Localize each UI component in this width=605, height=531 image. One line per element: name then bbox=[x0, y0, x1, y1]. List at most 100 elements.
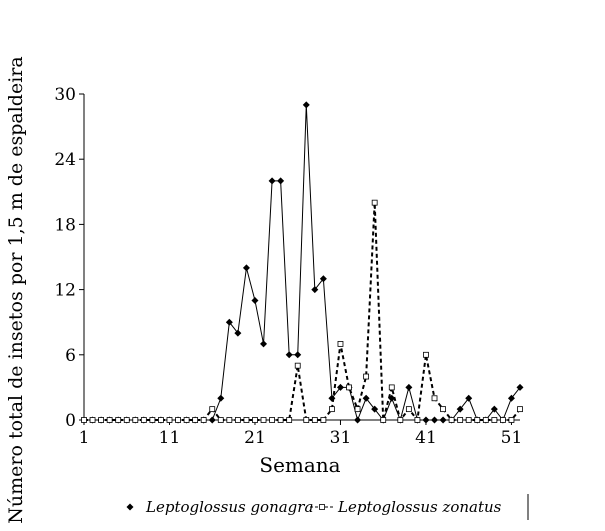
y-tick-label: 6 bbox=[65, 346, 76, 366]
data-point bbox=[192, 417, 199, 423]
data-point bbox=[346, 384, 352, 391]
data-point bbox=[397, 417, 404, 423]
data-point bbox=[166, 417, 173, 423]
data-point bbox=[311, 417, 318, 423]
series-line bbox=[84, 202, 521, 423]
x-tick-label: 21 bbox=[244, 428, 266, 448]
data-point bbox=[209, 406, 216, 413]
data-point bbox=[405, 383, 413, 391]
data-point bbox=[242, 264, 250, 272]
y-tick-label: 18 bbox=[54, 215, 76, 235]
data-point bbox=[140, 417, 147, 423]
data-point bbox=[98, 417, 104, 423]
data-point bbox=[183, 417, 190, 423]
data-point bbox=[234, 329, 242, 337]
y-tick-label: 30 bbox=[54, 85, 76, 105]
data-point bbox=[354, 406, 361, 413]
data-point bbox=[448, 417, 455, 423]
data-point bbox=[440, 406, 446, 413]
data-point bbox=[423, 351, 429, 358]
data-point bbox=[132, 417, 139, 423]
legend-marker bbox=[319, 504, 325, 510]
data-point bbox=[380, 417, 387, 423]
y-tick-label: 0 bbox=[65, 411, 76, 431]
data-point bbox=[285, 351, 293, 359]
x-tick-label: 31 bbox=[330, 428, 352, 448]
data-point bbox=[508, 417, 515, 423]
data-point bbox=[115, 417, 122, 423]
data-point bbox=[269, 417, 275, 423]
data-point bbox=[474, 417, 481, 423]
legend-item: Leptoglossus gonagra bbox=[126, 498, 313, 516]
data-point bbox=[517, 406, 523, 413]
data-point bbox=[362, 394, 370, 402]
data-point bbox=[482, 417, 489, 423]
data-point bbox=[371, 405, 379, 413]
data-point bbox=[286, 417, 293, 423]
data-point bbox=[507, 394, 515, 402]
data-point bbox=[456, 405, 464, 413]
data-point bbox=[277, 417, 284, 423]
data-point bbox=[500, 417, 506, 423]
data-point bbox=[81, 417, 87, 423]
data-point bbox=[336, 383, 344, 391]
data-point bbox=[303, 417, 310, 423]
data-point bbox=[208, 416, 216, 424]
data-point bbox=[106, 417, 113, 423]
data-point bbox=[226, 417, 233, 423]
data-point bbox=[516, 383, 524, 391]
data-point bbox=[252, 417, 258, 423]
data-point bbox=[371, 199, 378, 206]
data-point bbox=[175, 417, 181, 423]
x-tick-label: 51 bbox=[501, 428, 523, 448]
data-point bbox=[123, 417, 130, 423]
data-point bbox=[302, 101, 310, 109]
data-point bbox=[277, 177, 285, 185]
data-point bbox=[294, 362, 301, 369]
data-point bbox=[311, 286, 319, 294]
data-point bbox=[149, 417, 156, 423]
data-point bbox=[457, 417, 464, 423]
data-point bbox=[388, 384, 395, 391]
legend-label: Leptoglossus gonagra bbox=[145, 498, 313, 516]
data-point bbox=[465, 394, 473, 402]
data-point bbox=[217, 394, 225, 402]
data-point bbox=[200, 417, 207, 423]
data-point bbox=[414, 417, 421, 423]
data-point bbox=[158, 417, 164, 423]
data-point bbox=[268, 177, 276, 185]
data-point bbox=[465, 417, 472, 423]
data-point bbox=[319, 275, 327, 283]
data-point bbox=[431, 416, 439, 424]
data-point bbox=[260, 417, 267, 423]
data-point bbox=[491, 417, 498, 423]
series-line bbox=[84, 104, 521, 422]
legend-label: Leptoglossus zonatus bbox=[337, 498, 502, 516]
data-point bbox=[294, 351, 302, 359]
legend-marker bbox=[126, 503, 134, 511]
legend-item: Leptoglossus zonatus bbox=[310, 498, 502, 516]
data-point bbox=[234, 417, 241, 423]
y-tick-label: 24 bbox=[54, 150, 76, 170]
data-point bbox=[243, 417, 250, 423]
data-point bbox=[354, 416, 362, 424]
x-tick-label: 11 bbox=[159, 428, 181, 448]
data-point bbox=[363, 373, 370, 380]
data-point bbox=[431, 395, 438, 402]
data-point bbox=[490, 405, 498, 413]
data-point bbox=[89, 417, 96, 423]
x-axis-label: Semana bbox=[259, 453, 340, 477]
data-point bbox=[405, 406, 412, 413]
y-tick-label: 12 bbox=[54, 281, 76, 301]
data-point bbox=[439, 416, 447, 424]
data-point bbox=[225, 318, 233, 326]
data-point bbox=[337, 341, 344, 347]
data-point bbox=[422, 416, 430, 424]
x-tick-label: 1 bbox=[79, 428, 90, 448]
data-point bbox=[320, 417, 327, 423]
data-point bbox=[260, 340, 268, 348]
data-point bbox=[329, 406, 335, 413]
data-point bbox=[251, 296, 259, 304]
x-tick-label: 41 bbox=[415, 428, 437, 448]
